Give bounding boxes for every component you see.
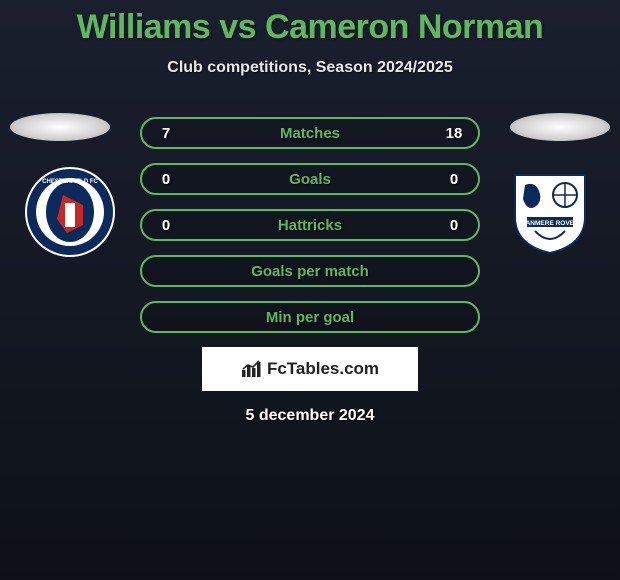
player-oval-right bbox=[510, 113, 610, 141]
svg-text:TRANMERE ROVERS: TRANMERE ROVERS bbox=[517, 220, 584, 227]
stat-left-value: 0 bbox=[156, 171, 176, 188]
stat-label: Min per goal bbox=[266, 309, 354, 326]
stat-right-value: 0 bbox=[444, 217, 464, 234]
stat-right-value: 0 bbox=[444, 171, 464, 188]
club-badge-left-wrap: CHESTERFIELD FC bbox=[20, 167, 120, 257]
club-badge-right-wrap: TRANMERE ROVERS bbox=[500, 167, 600, 257]
stat-left-value: 7 bbox=[156, 125, 176, 142]
chesterfield-crest-icon: CHESTERFIELD FC bbox=[25, 167, 115, 257]
stat-label: Goals per match bbox=[251, 263, 369, 280]
stat-row-min-per-goal: Min per goal bbox=[140, 301, 480, 333]
stat-row-hattricks: 0 Hattricks 0 bbox=[140, 209, 480, 241]
bar-chart-icon bbox=[241, 360, 263, 378]
stat-row-goals: 0 Goals 0 bbox=[140, 163, 480, 195]
page-title: Williams vs Cameron Norman bbox=[0, 8, 620, 47]
tranmere-crest-icon: TRANMERE ROVERS bbox=[505, 167, 595, 257]
stat-label: Hattricks bbox=[278, 217, 342, 234]
stats-section: CHESTERFIELD FC TRANMERE ROVERS 7 bbox=[0, 117, 620, 333]
player-oval-left bbox=[10, 113, 110, 141]
club-badge-left: CHESTERFIELD FC bbox=[25, 167, 115, 257]
stat-label: Goals bbox=[289, 171, 331, 188]
watermark-text: FcTables.com bbox=[267, 359, 379, 379]
subtitle: Club competitions, Season 2024/2025 bbox=[0, 59, 620, 77]
stat-row-goals-per-match: Goals per match bbox=[140, 255, 480, 287]
stat-label: Matches bbox=[280, 125, 340, 142]
watermark-box: FcTables.com bbox=[202, 347, 418, 391]
date-text: 5 december 2024 bbox=[0, 407, 620, 425]
watermark: FcTables.com bbox=[241, 359, 379, 379]
stat-right-value: 18 bbox=[444, 125, 464, 142]
svg-text:CHESTERFIELD FC: CHESTERFIELD FC bbox=[42, 179, 98, 185]
stat-row-matches: 7 Matches 18 bbox=[140, 117, 480, 149]
club-badge-right: TRANMERE ROVERS bbox=[505, 167, 595, 257]
stat-left-value: 0 bbox=[156, 217, 176, 234]
